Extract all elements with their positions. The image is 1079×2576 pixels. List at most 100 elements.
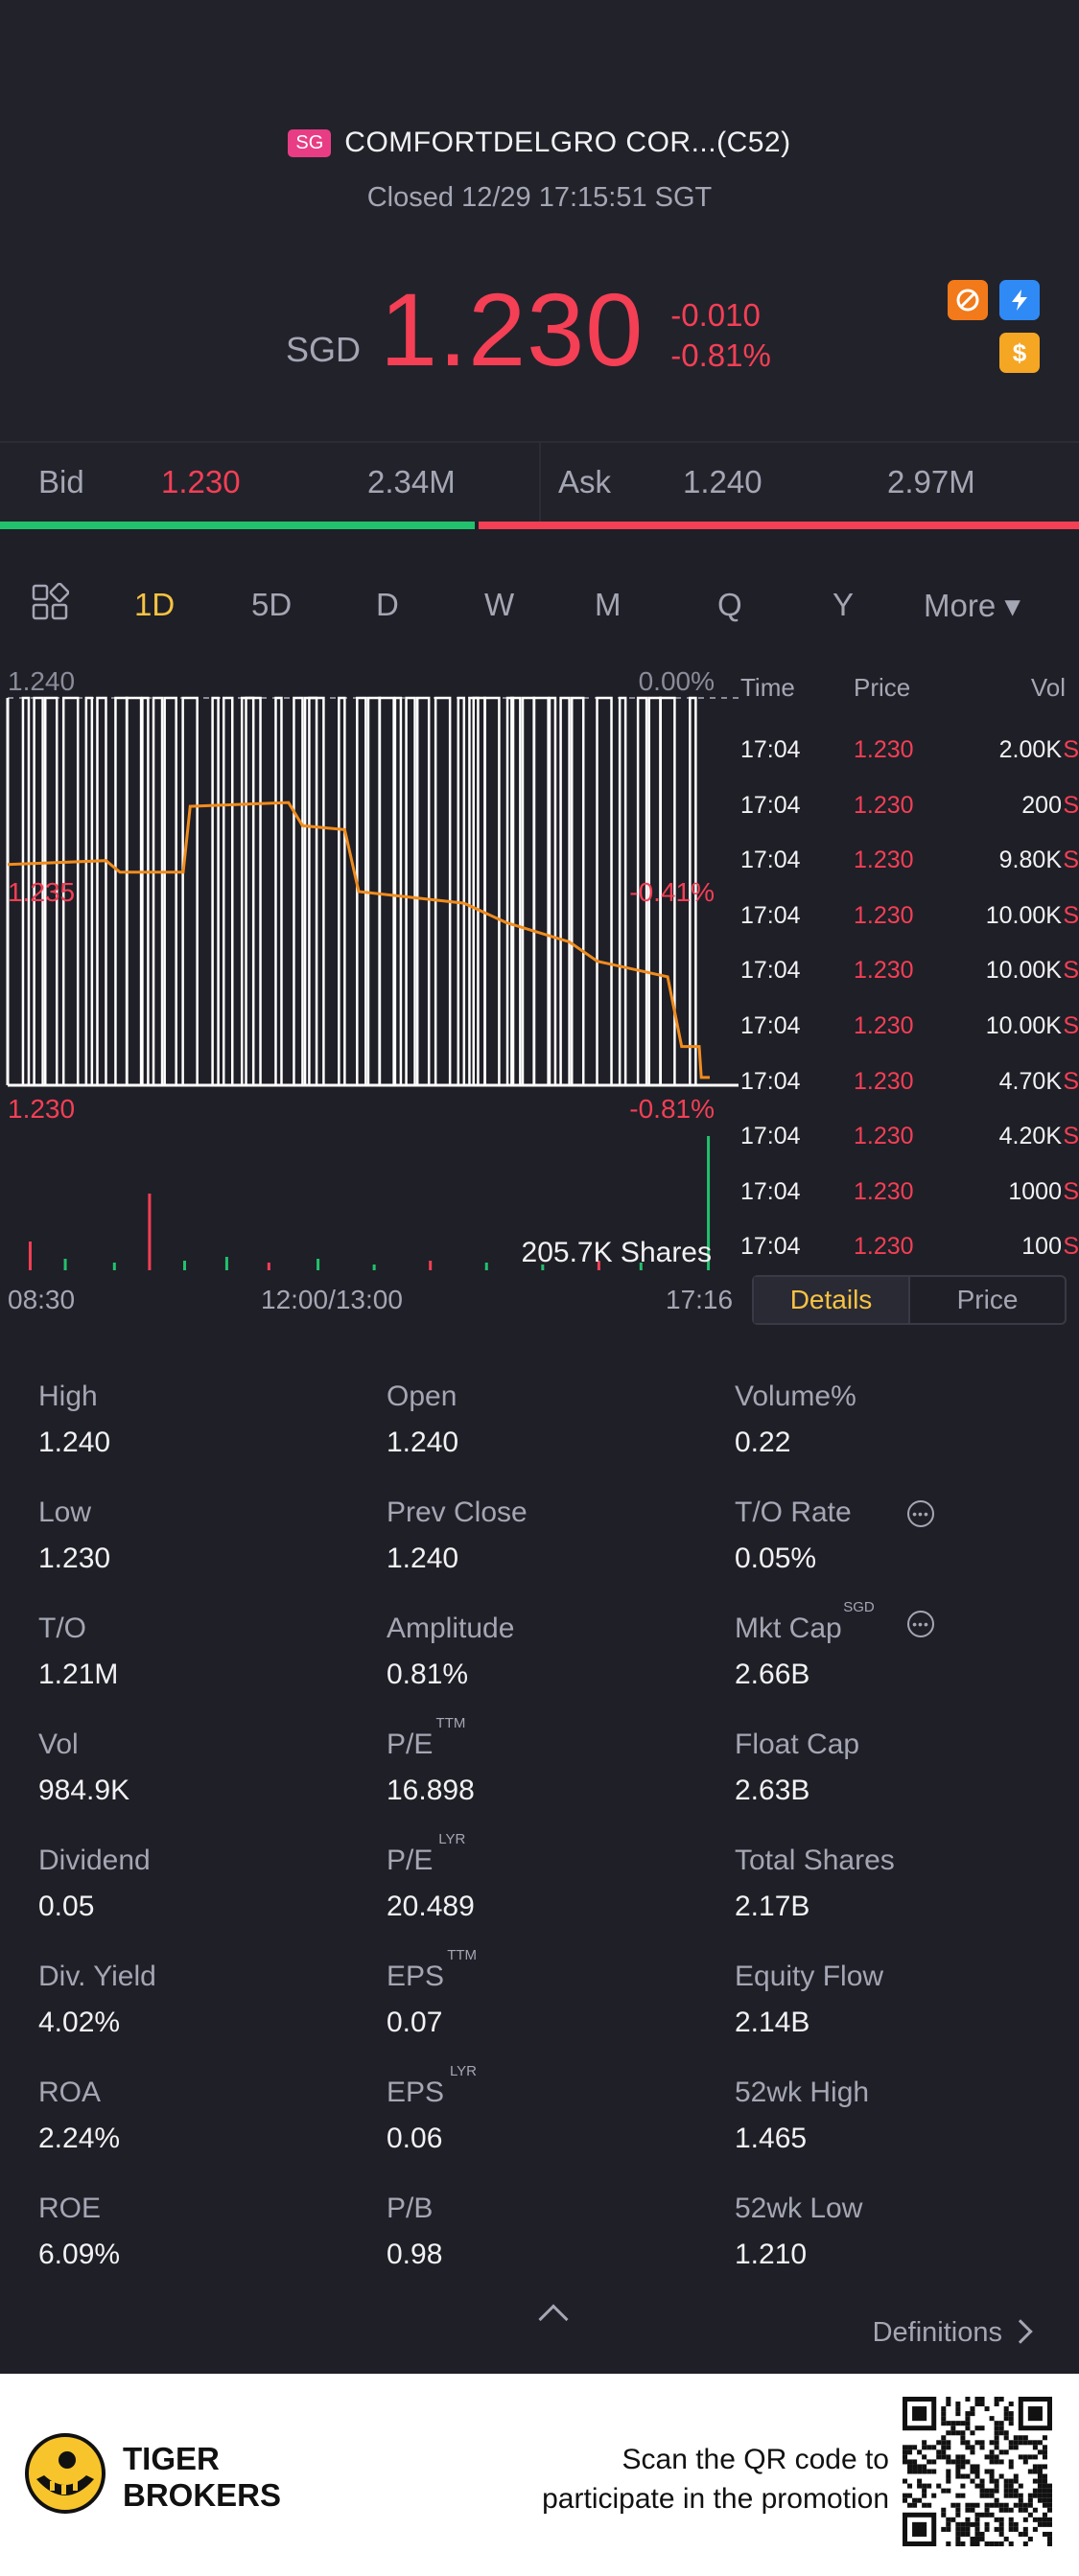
stat-label-text: Amplitude (387, 1613, 515, 1644)
stat-eps-lyr: EPS LYR 0.06 (387, 2063, 732, 2155)
grid-layout-icon[interactable] (31, 583, 69, 621)
tick-price: 1.230 (854, 847, 914, 874)
stat-div-yield: Div. Yield 4.02% (38, 1961, 384, 2039)
mkt-cap-info-icon[interactable]: ••• (907, 1611, 934, 1637)
stat-total-shares: Total Shares 2.17B (735, 1845, 1079, 1923)
tick-vol: 4.20K (998, 1123, 1062, 1150)
market-badge: SG (288, 128, 332, 157)
tick-row: 17:04 1.230 10.00K S (739, 902, 1079, 958)
definitions-link[interactable]: Definitions (872, 2317, 1002, 2348)
tick-spike (659, 696, 676, 1085)
tick-vol: 100 (1021, 1233, 1062, 1261)
stat-label-text: Prev Close (387, 1497, 528, 1528)
stat-dividend: Dividend 0.05 (38, 1845, 384, 1923)
tick-time: 17:04 (740, 1233, 801, 1261)
pct-label-top: 0.00% (639, 666, 715, 696)
tick-time: 17:04 (740, 1123, 801, 1150)
to-rate-info-icon[interactable]: ••• (907, 1500, 934, 1527)
tab-d[interactable]: D (376, 587, 399, 622)
y-label-top: 1.240 (8, 666, 75, 696)
stat-value: 2.24% (38, 2123, 121, 2154)
tick-time: 17:04 (740, 901, 801, 929)
tab-y[interactable]: Y (833, 587, 855, 622)
tab-q[interactable]: Q (717, 587, 742, 622)
stat-label: Dividend (38, 1845, 151, 1877)
bid-size: 2.34M (367, 464, 456, 499)
stat-label-text: 52wk High (735, 2077, 870, 2108)
bid-ask-divider (539, 443, 541, 523)
tick-spike (293, 696, 304, 1085)
stat-mkt-cap-sgd: Mkt Cap SGD 2.66B (735, 1599, 1079, 1691)
stock-title[interactable]: COMFORTDELGRO COR...(C52) (344, 127, 791, 158)
x-label-close: 17:16 (666, 1285, 734, 1314)
lightning-icon[interactable] (999, 280, 1040, 320)
stat-label: Equity Flow (735, 1961, 883, 1993)
stat-label-text: Dividend (38, 1845, 151, 1876)
tick-spike (141, 696, 150, 1085)
stat-label: Float Cap (735, 1729, 859, 1761)
title-row: SG COMFORTDELGRO COR...(C52) (0, 127, 1079, 159)
tab-5d[interactable]: 5D (251, 587, 293, 622)
stat-label-text: Total Shares (735, 1845, 895, 1876)
tick-spike (61, 696, 80, 1085)
stat-value: 2.63B (735, 1775, 810, 1806)
tick-vol: 9.80K (998, 847, 1062, 874)
y-label-mid: 1.235 (8, 877, 75, 907)
stat-superscript: LYR (438, 1831, 466, 1847)
tab-more[interactable]: More ▾ (924, 588, 1020, 623)
tick-spike (532, 696, 550, 1085)
tab-price[interactable]: Price (956, 1285, 1019, 1314)
ask-price: 1.240 (683, 464, 762, 499)
stat-label: Low (38, 1497, 91, 1529)
tick-spike (181, 696, 199, 1085)
stat-t-o: T/O 1.21M (38, 1613, 384, 1691)
tick-side: S (1063, 736, 1079, 763)
stat-value: 1.240 (387, 1427, 459, 1458)
tick-side: S (1063, 1177, 1079, 1205)
stat-volume-: Volume% 0.22 (735, 1381, 1079, 1459)
price-block: SGD 1.230 -0.010 -0.81% (286, 278, 771, 382)
tick-price: 1.230 (854, 736, 914, 763)
tab-m[interactable]: M (595, 587, 622, 622)
stat-value: 16.898 (387, 1775, 475, 1806)
volume-bar (28, 1242, 32, 1270)
tick-row: 17:04 1.230 200 S (739, 792, 1079, 847)
tick-row: 17:04 1.230 2.00K S (739, 736, 1079, 792)
stat-label: Open (387, 1381, 457, 1413)
tick-row: 17:04 1.230 9.80K S (739, 847, 1079, 902)
intraday-chart[interactable]: 1.240 1.235 1.230 0.00% -0.41% -0.81% 20… (0, 652, 739, 1275)
volume-bar (639, 1263, 643, 1270)
stat-roa: ROA 2.24% (38, 2077, 384, 2155)
stat-superscript: LYR (449, 2063, 478, 2079)
stat-label: EPS LYR (387, 2063, 477, 2109)
stat-label-text: Float Cap (735, 1729, 860, 1760)
stat-label-text: ROE (38, 2193, 102, 2224)
time-and-sales[interactable]: Time Price Vol 17:04 1.230 2.00K S 17:04 1.23… (739, 652, 1079, 1275)
qr-finder (912, 2406, 927, 2422)
tab-details[interactable]: Details (754, 1277, 910, 1323)
brand-line-2: BROKERS (123, 2476, 282, 2513)
stat-value: 0.98 (387, 2239, 443, 2270)
qr-code[interactable] (903, 2397, 1052, 2546)
stat-label-text: EPS (387, 1961, 445, 1992)
tab-1d[interactable]: 1D (134, 587, 176, 622)
promo-line-1: Scan the QR code to (622, 2444, 890, 2475)
volume-bar (267, 1263, 270, 1270)
stat-eps-ttm: EPS TTM 0.07 (387, 1947, 732, 2039)
tab-w[interactable]: W (484, 587, 515, 622)
dollar-icon[interactable]: $ (999, 333, 1040, 373)
volume-bar (597, 1261, 600, 1270)
volume-bar (484, 1263, 488, 1270)
tick-spike (510, 696, 522, 1085)
tick-price: 1.230 (854, 791, 914, 819)
stat-52wk-low: 52wk Low 1.210 (735, 2193, 1079, 2271)
stat-label-text: P/E (387, 1845, 434, 1876)
no-short-icon[interactable] (948, 280, 988, 320)
ask-ratio-fill (479, 522, 1079, 529)
tick-vol: 200 (1021, 791, 1062, 819)
period-tabs: 1D 5D D W M Q Y More ▾ (0, 529, 1079, 652)
stat-p-e-lyr: P/E LYR 20.489 (387, 1831, 732, 1923)
volume-bar (112, 1263, 116, 1270)
tick-spike (570, 696, 585, 1085)
stat-open: Open 1.240 (387, 1381, 732, 1459)
